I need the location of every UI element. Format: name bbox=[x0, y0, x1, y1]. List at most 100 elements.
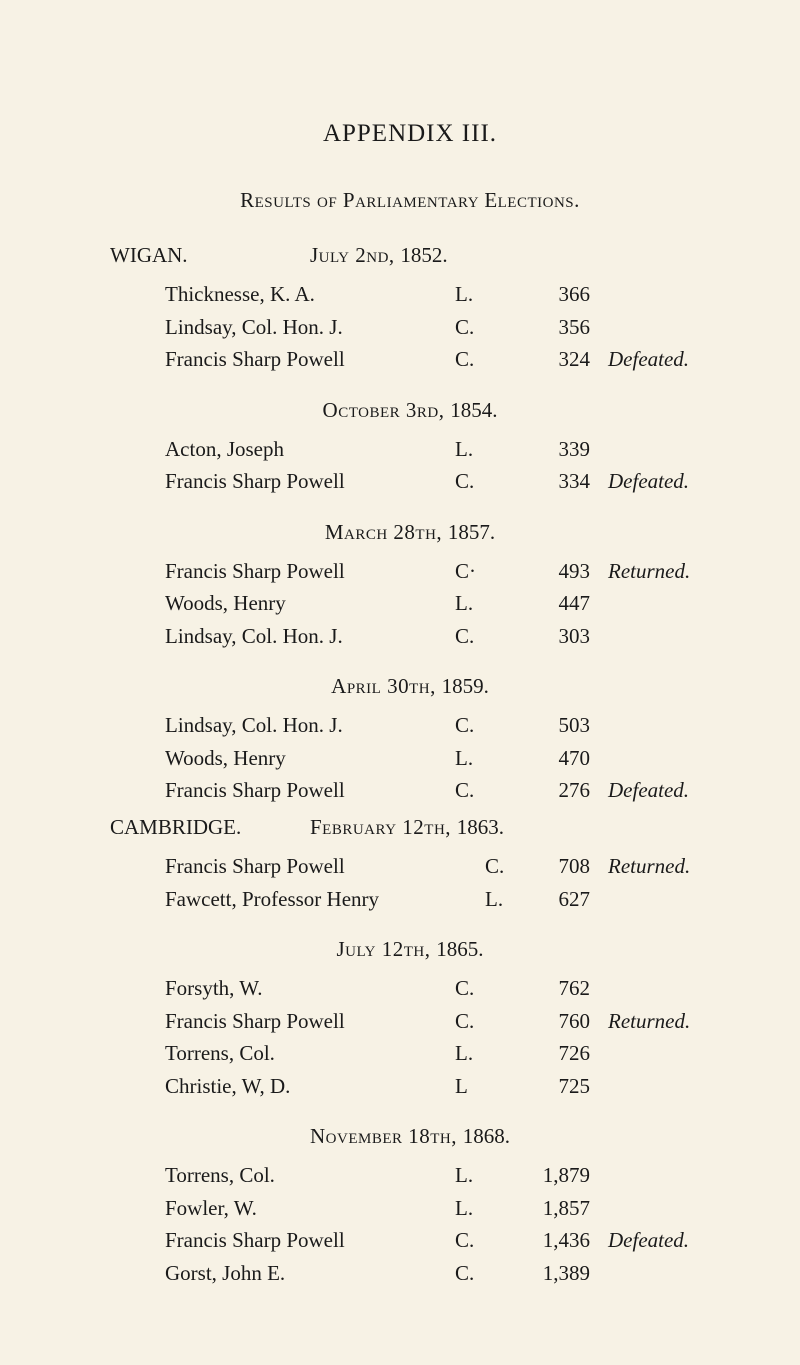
vote-count: 1,857 bbox=[515, 1192, 608, 1225]
result-row: Francis Sharp PowellC.334Defeated. bbox=[110, 465, 710, 498]
candidate-name: Lindsay, Col. Hon. J. bbox=[110, 620, 455, 653]
vote-count: 303 bbox=[515, 620, 608, 653]
party-label: C. bbox=[455, 1257, 515, 1290]
vote-count: 339 bbox=[515, 433, 608, 466]
candidate-name: Woods, Henry bbox=[110, 587, 455, 620]
subtitle: Results of Parliamentary Elections. bbox=[110, 188, 710, 213]
party-label: C. bbox=[455, 311, 515, 344]
result-row: Francis Sharp PowellC.708Returned. bbox=[110, 850, 710, 883]
candidate-name: Fawcett, Professor Henry bbox=[110, 883, 485, 916]
vote-count: 493 bbox=[515, 555, 608, 588]
vote-count: 470 bbox=[515, 742, 608, 775]
location-date-line: CAMBRIDGE.February 12th, 1863. bbox=[110, 815, 710, 840]
election-block: October 3rd, 1854.Acton, JosephL.339Fran… bbox=[110, 398, 710, 498]
party-label: C· bbox=[455, 555, 515, 588]
candidate-name: Forsyth, W. bbox=[110, 972, 455, 1005]
candidate-name: Thicknesse, K. A. bbox=[110, 278, 455, 311]
date-year: 1854. bbox=[450, 398, 497, 422]
party-label: C. bbox=[455, 1224, 515, 1257]
date-year: 1852. bbox=[400, 243, 447, 267]
result-status bbox=[608, 709, 710, 742]
vote-count: 447 bbox=[515, 587, 608, 620]
result-status bbox=[608, 1192, 710, 1225]
party-label: L bbox=[455, 1070, 515, 1103]
result-status: Returned. bbox=[608, 850, 710, 883]
candidate-name: Gorst, John E. bbox=[110, 1257, 455, 1290]
date-smallcaps: November 18th, bbox=[310, 1124, 463, 1148]
candidate-name: Lindsay, Col. Hon. J. bbox=[110, 311, 455, 344]
election-block: July 12th, 1865.Forsyth, W.C.762Francis … bbox=[110, 937, 710, 1102]
vote-count: 356 bbox=[515, 311, 608, 344]
election-block: November 18th, 1868. Torrens, Col.L.1,879… bbox=[110, 1124, 710, 1289]
candidate-name: Francis Sharp Powell bbox=[110, 555, 455, 588]
result-row: Thicknesse, K. A.L.366 bbox=[110, 278, 710, 311]
date-text: July 2nd, 1852. bbox=[310, 243, 448, 268]
result-status bbox=[608, 587, 710, 620]
candidate-name: Francis Sharp Powell bbox=[110, 850, 485, 883]
candidate-name: Torrens, Col. bbox=[110, 1037, 455, 1070]
vote-count: 726 bbox=[515, 1037, 608, 1070]
result-status bbox=[608, 1037, 710, 1070]
date-header: November 18th, 1868. bbox=[110, 1124, 710, 1149]
result-status: Defeated. bbox=[608, 465, 710, 498]
candidate-name: Fowler, W. bbox=[110, 1192, 455, 1225]
result-status: Defeated. bbox=[608, 774, 710, 807]
result-status bbox=[608, 742, 710, 775]
candidate-name: Torrens, Col. bbox=[110, 1159, 455, 1192]
vote-count: 627 bbox=[520, 883, 608, 916]
result-row: Lindsay, Col. Hon. J.C.503 bbox=[110, 709, 710, 742]
party-label: L. bbox=[455, 587, 515, 620]
candidate-name: Lindsay, Col. Hon. J. bbox=[110, 709, 455, 742]
party-label: L. bbox=[455, 1159, 515, 1192]
vote-count: 366 bbox=[515, 278, 608, 311]
date-header: April 30th, 1859. bbox=[110, 674, 710, 699]
result-row: Francis Sharp PowellC.760Returned. bbox=[110, 1005, 710, 1038]
result-status bbox=[608, 972, 710, 1005]
party-label: C. bbox=[455, 972, 515, 1005]
result-status: Returned. bbox=[608, 1005, 710, 1038]
result-row: Francis Sharp PowellC.324Defeated. bbox=[110, 343, 710, 376]
party-label: C. bbox=[455, 1005, 515, 1038]
result-status: Returned. bbox=[608, 555, 710, 588]
date-smallcaps: February 12th, bbox=[310, 815, 457, 839]
candidate-name: Francis Sharp Powell bbox=[110, 343, 455, 376]
vote-count: 503 bbox=[515, 709, 608, 742]
result-row: Francis Sharp PowellC·493Returned. bbox=[110, 555, 710, 588]
result-status bbox=[608, 311, 710, 344]
location-label: WIGAN. bbox=[110, 243, 310, 268]
date-header: March 28th, 1857. bbox=[110, 520, 710, 545]
election-block: WIGAN.July 2nd, 1852. Thicknesse, K. A.L.… bbox=[110, 243, 710, 376]
subtitle-part-a: Results of Parliamentary bbox=[240, 188, 479, 212]
election-block: March 28th, 1857. Francis Sharp PowellC·4… bbox=[110, 520, 710, 653]
date-year: 1865. bbox=[436, 937, 483, 961]
location-date-line: WIGAN.July 2nd, 1852. bbox=[110, 243, 710, 268]
date-header: October 3rd, 1854. bbox=[110, 398, 710, 423]
result-status bbox=[608, 883, 710, 916]
candidate-name: Francis Sharp Powell bbox=[110, 1224, 455, 1257]
result-row: Torrens, Col.L.726 bbox=[110, 1037, 710, 1070]
vote-count: 1,436 bbox=[515, 1224, 608, 1257]
result-row: Woods, HenryL.447 bbox=[110, 587, 710, 620]
result-row: Forsyth, W.C.762 bbox=[110, 972, 710, 1005]
party-label: C. bbox=[455, 465, 515, 498]
vote-count: 725 bbox=[515, 1070, 608, 1103]
result-status bbox=[608, 1159, 710, 1192]
vote-count: 1,879 bbox=[515, 1159, 608, 1192]
candidate-name: Acton, Joseph bbox=[110, 433, 455, 466]
party-label: C. bbox=[455, 774, 515, 807]
result-row: Christie, W, D.L725 bbox=[110, 1070, 710, 1103]
result-status: Defeated. bbox=[608, 1224, 710, 1257]
date-smallcaps: April 30th, bbox=[331, 674, 441, 698]
date-year: 1859. bbox=[442, 674, 489, 698]
vote-count: 276 bbox=[515, 774, 608, 807]
candidate-name: Christie, W, D. bbox=[110, 1070, 455, 1103]
result-row: Woods, HenryL.470 bbox=[110, 742, 710, 775]
result-row: Francis Sharp PowellC.276Defeated. bbox=[110, 774, 710, 807]
date-year: 1868. bbox=[463, 1124, 510, 1148]
result-status bbox=[608, 1070, 710, 1103]
party-label: C. bbox=[455, 620, 515, 653]
candidate-name: Francis Sharp Powell bbox=[110, 465, 455, 498]
result-row: Lindsay, Col. Hon. J.C.303 bbox=[110, 620, 710, 653]
result-status bbox=[608, 620, 710, 653]
result-status bbox=[608, 433, 710, 466]
